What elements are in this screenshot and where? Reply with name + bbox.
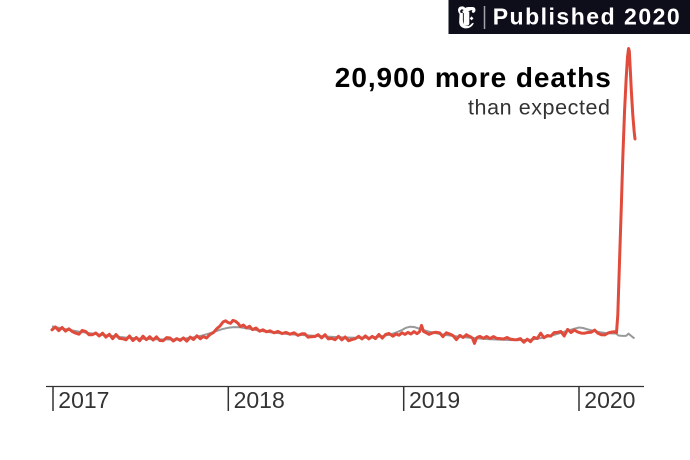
svg-text:20,900 more deaths: 20,900 more deaths	[335, 62, 611, 93]
svg-text:2020: 2020	[584, 387, 635, 413]
svg-text:2017: 2017	[58, 387, 109, 413]
svg-text:Published 2020: Published 2020	[493, 4, 680, 30]
svg-text:2018: 2018	[234, 387, 285, 413]
svg-text:2019: 2019	[409, 387, 460, 413]
svg-text:than expected: than expected	[468, 96, 610, 120]
